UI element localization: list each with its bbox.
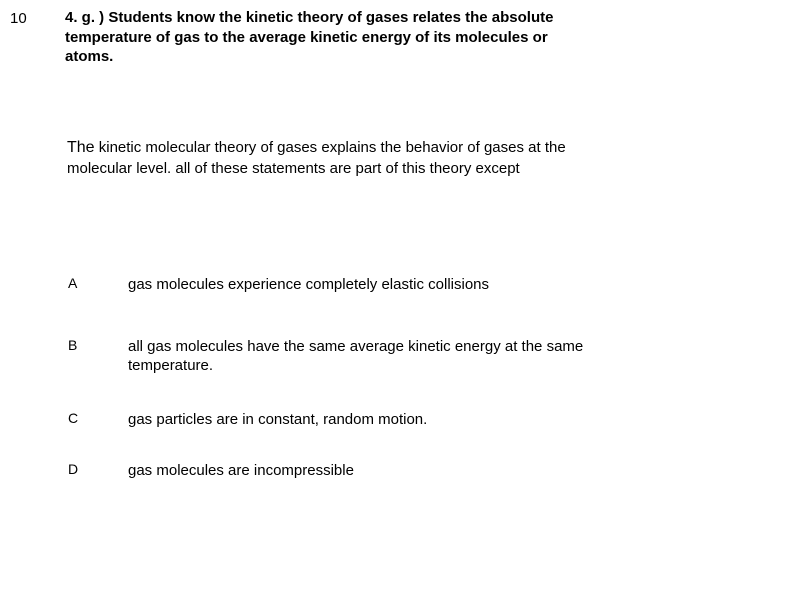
standard-heading: 4. g. ) Students know the kinetic theory… (65, 8, 575, 67)
option-letter-a: A (68, 275, 128, 291)
option-c: C gas particles are in constant, random … (68, 410, 668, 430)
question-body: kinetic molecular theory of gases explai… (67, 139, 566, 177)
option-letter-b: B (68, 337, 128, 353)
page-number: 10 (10, 10, 27, 27)
question-lead: The (67, 139, 95, 156)
option-letter-d: D (68, 461, 128, 477)
option-d: D gas molecules are incompressible (68, 461, 668, 481)
option-text-d: gas molecules are incompressible (128, 461, 354, 481)
option-b: B all gas molecules have the same averag… (68, 337, 668, 376)
option-text-b: all gas molecules have the same average … (128, 337, 668, 376)
option-letter-c: C (68, 410, 128, 426)
option-text-a: gas molecules experience completely elas… (128, 275, 489, 295)
option-a: A gas molecules experience completely el… (68, 275, 668, 295)
options-list: A gas molecules experience completely el… (68, 275, 668, 523)
question-text: The kinetic molecular theory of gases ex… (67, 138, 567, 178)
option-text-c: gas particles are in constant, random mo… (128, 410, 427, 430)
